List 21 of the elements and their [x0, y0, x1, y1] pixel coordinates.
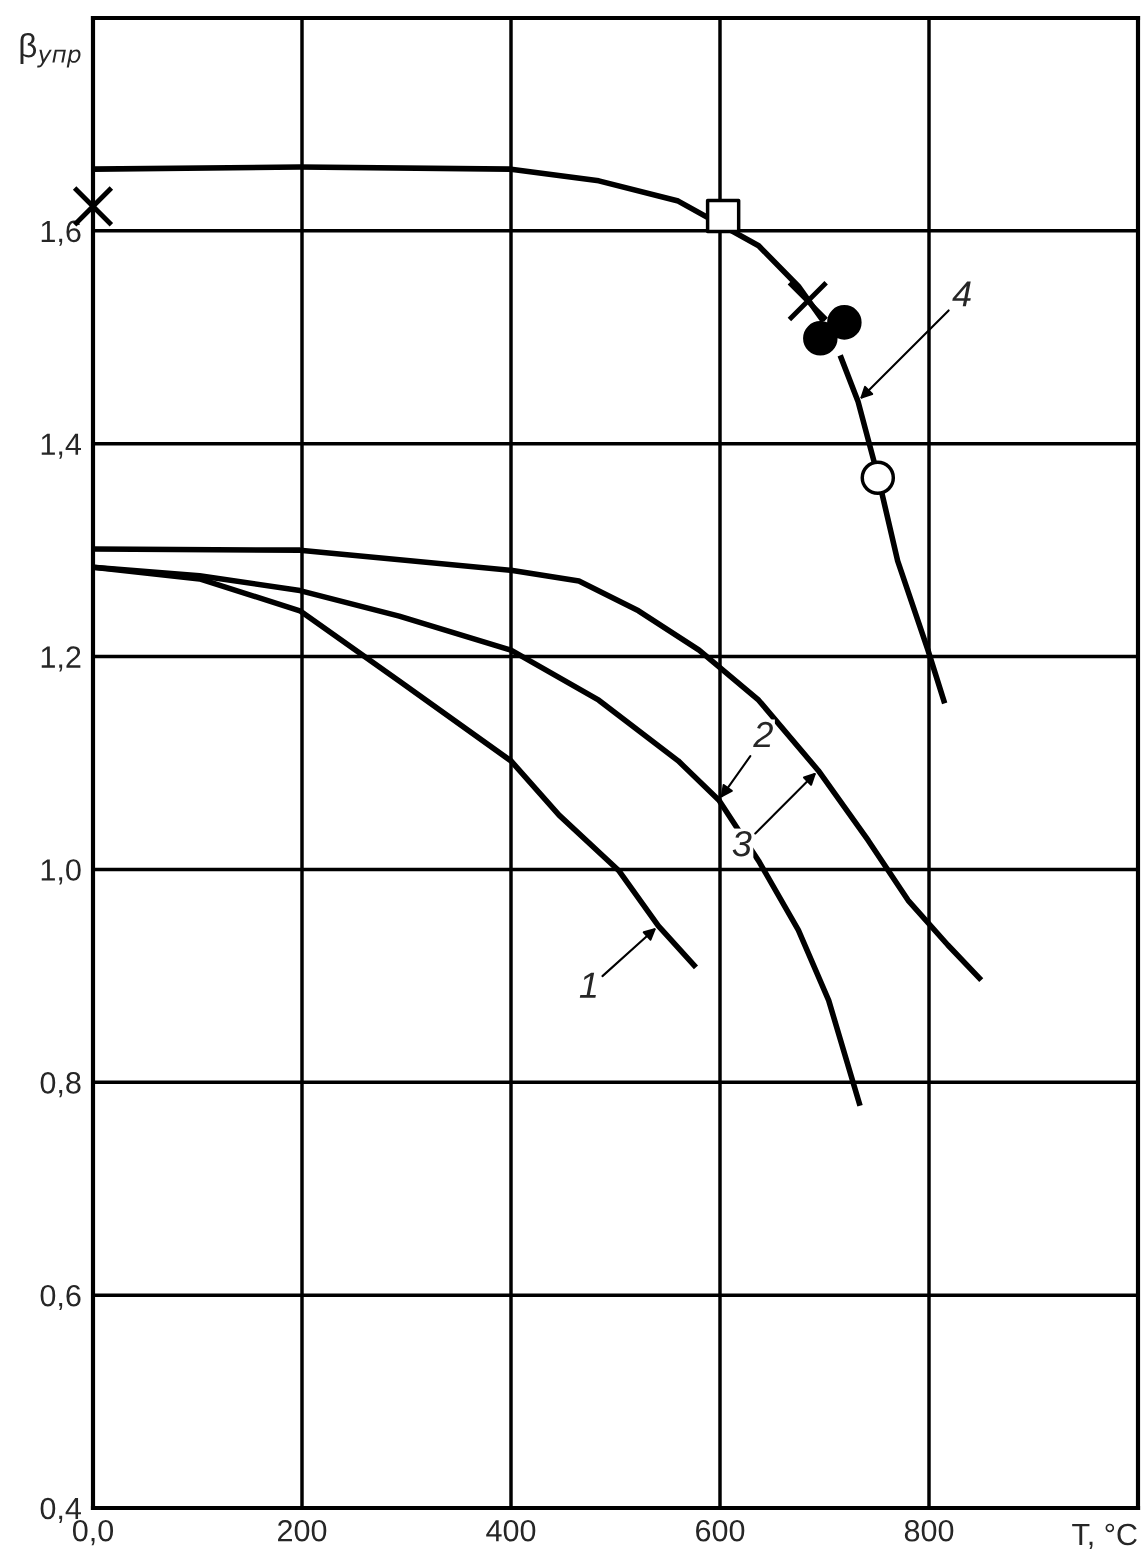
annotation: 1 [579, 972, 596, 998]
point [705, 198, 741, 234]
x-tick-label: 400 [486, 1519, 536, 1542]
point [803, 321, 838, 356]
x-tick-label: 200 [278, 1519, 327, 1542]
annotation: 4 [952, 281, 971, 307]
y-tick-label: 1,0 [41, 859, 81, 885]
point [786, 280, 829, 322]
annotation: 3 [732, 830, 752, 857]
y-tick-label: 1,6 [41, 220, 81, 246]
x-tick-label: 800 [904, 1519, 954, 1542]
x-axis-title: T, °C [1072, 1523, 1137, 1549]
point [827, 305, 862, 340]
y-tick-label: 1,2 [41, 646, 81, 672]
y-tick-label: 0,6 [40, 1284, 81, 1311]
y-axis-title: β$_{упр}$ [20, 32, 81, 68]
y-tick-label: 0,8 [40, 1072, 81, 1098]
y-tick-label: 1,4 [41, 433, 81, 459]
point [860, 460, 896, 496]
annotation: 2 [753, 721, 773, 748]
x-tick-label: 600 [696, 1519, 745, 1542]
